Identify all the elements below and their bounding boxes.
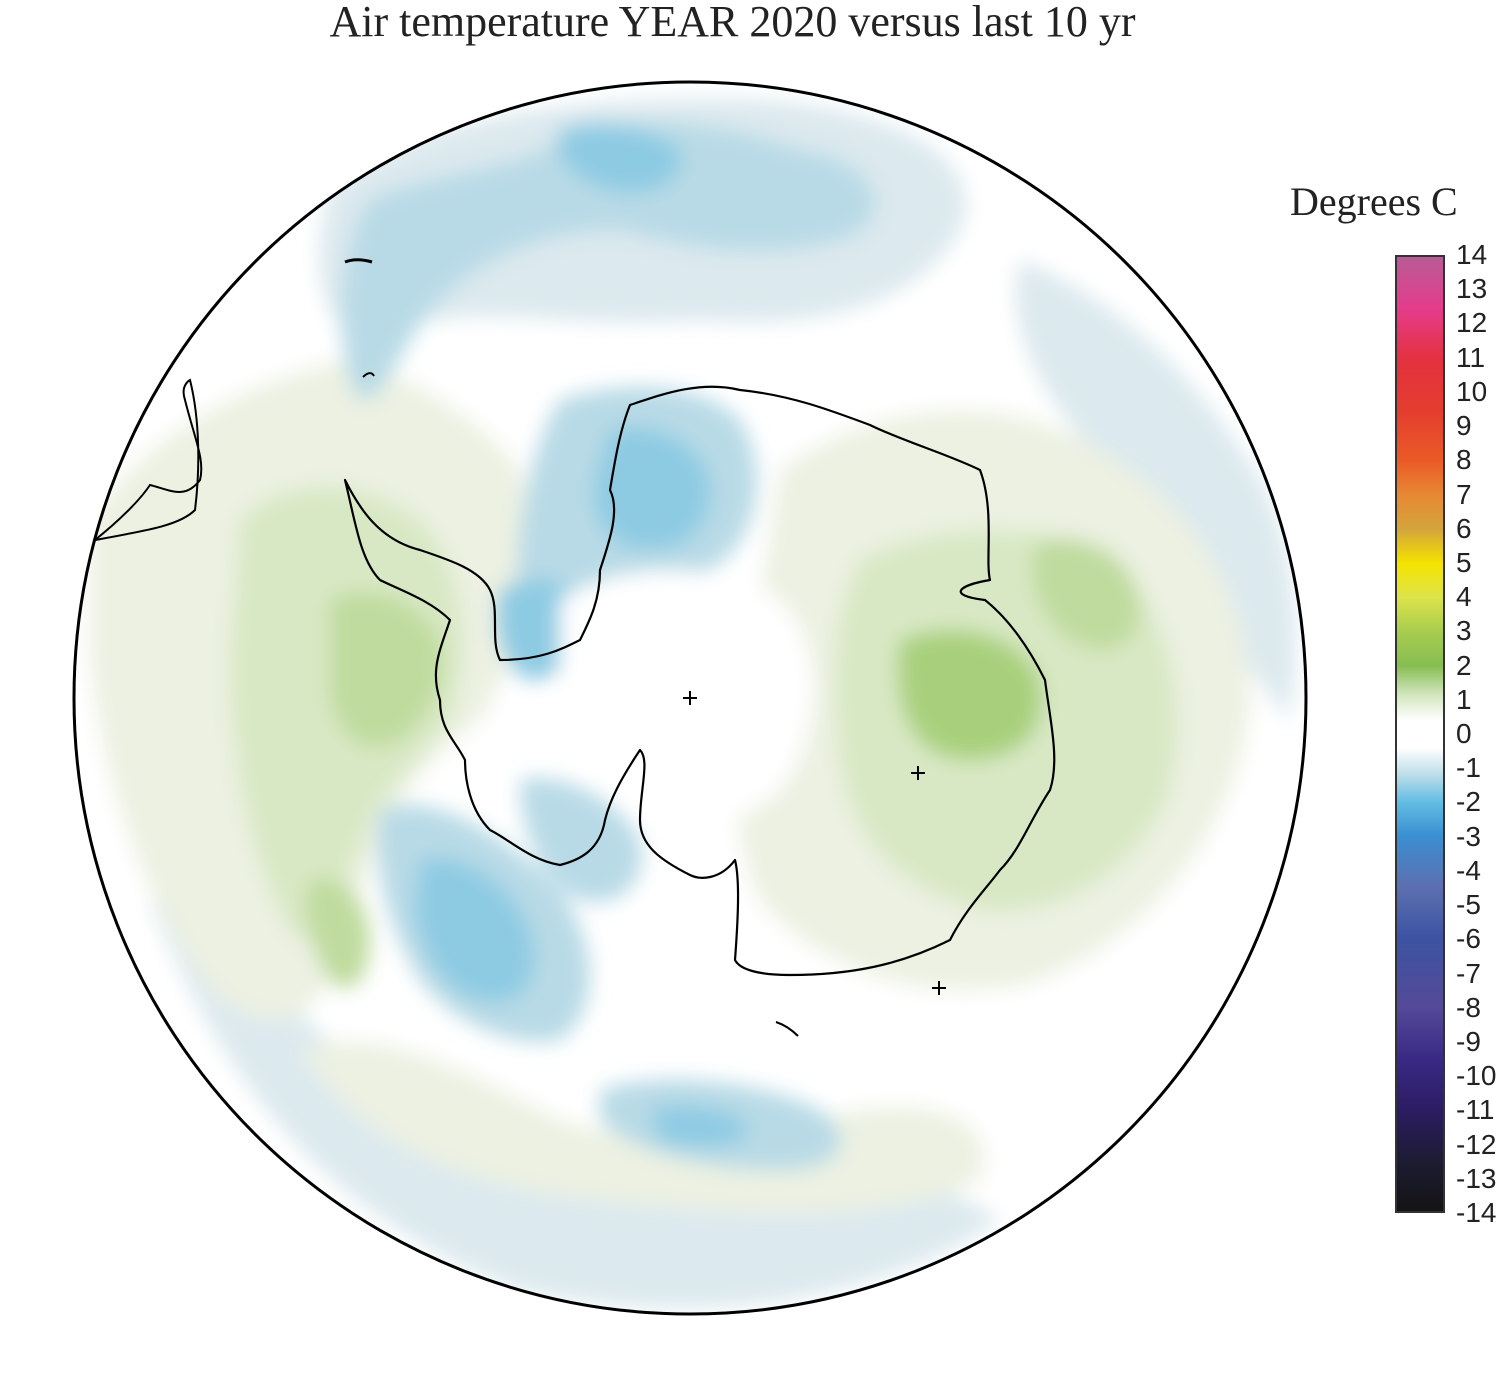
color-scale-tick-label: -4 — [1456, 854, 1481, 886]
antarctica-coastline — [343, 385, 1056, 977]
south-pole-marker — [683, 691, 697, 705]
color-scale-tick-label: -13 — [1456, 1162, 1497, 1194]
color-scale-tick-label: 14 — [1456, 239, 1488, 270]
south-america-coastline — [94, 378, 203, 541]
anomaly-mid-blue-southwest — [415, 858, 535, 1002]
color-scale-tick-label: -6 — [1456, 923, 1481, 955]
anomaly-fill — [90, 99, 1296, 1308]
color-scale-tick-label: 9 — [1456, 410, 1472, 442]
anomaly-green-east — [898, 630, 1042, 760]
color-scale-tick-label: -2 — [1456, 786, 1481, 818]
color-scale-tick-label: 13 — [1456, 273, 1488, 305]
island-coastline-2 — [362, 372, 375, 378]
anomaly-mid-blue-center — [594, 427, 711, 550]
anomaly-mid-blue-south — [650, 1106, 750, 1147]
island-coastline-1 — [344, 258, 373, 264]
color-scale-tick-label: 5 — [1456, 546, 1472, 578]
color-scale-tick-label: -11 — [1456, 1094, 1495, 1126]
color-scale-tick-label: 10 — [1456, 375, 1488, 407]
island-coastline-3 — [775, 1021, 799, 1037]
color-scale-tick-label: 1 — [1456, 683, 1472, 715]
legend-title: Degrees C — [1290, 179, 1458, 224]
color-scale-tick-label: -9 — [1456, 1025, 1481, 1057]
color-scale-tick-label: 0 — [1456, 718, 1472, 749]
color-scale-tick-label: 4 — [1456, 581, 1472, 613]
anomaly-green-west-2 — [306, 878, 370, 988]
anomaly-mid-blue-north — [557, 122, 682, 193]
color-scale-tick-label: -3 — [1456, 820, 1481, 852]
color-scale-tick-label: 2 — [1456, 649, 1472, 681]
color-scale-tick-label: -8 — [1456, 991, 1481, 1023]
anomaly-white-pole — [560, 570, 814, 822]
color-scale-tick-label: 11 — [1456, 341, 1486, 373]
map-title: Air temperature YEAR 2020 versus last 10… — [329, 0, 1136, 46]
station-marker-1 — [911, 766, 925, 780]
anomaly-green-west — [330, 592, 443, 748]
anomaly-pale-green-south — [300, 1041, 984, 1214]
color-scale-tick-label: -12 — [1456, 1128, 1497, 1160]
color-scale-tick-label: -14 — [1456, 1197, 1497, 1228]
color-scale-tick-label: -10 — [1456, 1060, 1497, 1092]
anomaly-green-east-2 — [1031, 538, 1140, 650]
color-scale-tick-label: 7 — [1456, 478, 1472, 510]
color-scale-tick-label: 12 — [1456, 307, 1488, 339]
color-scale-tick-label: 6 — [1456, 512, 1472, 544]
color-scale-bar — [1395, 255, 1445, 1213]
color-scale-tick-label: -1 — [1456, 752, 1481, 784]
anomaly-light-blue-north — [341, 121, 875, 401]
color-scale-tick-label: -7 — [1456, 957, 1481, 989]
color-scale-tick-label: 3 — [1456, 615, 1472, 647]
anomaly-light-blue-ross — [520, 778, 642, 902]
color-scale-tick-label: 8 — [1456, 444, 1472, 476]
color-scale-tick-label: -5 — [1456, 889, 1481, 921]
station-marker-2 — [932, 981, 946, 995]
map-boundary — [72, 80, 1308, 1316]
